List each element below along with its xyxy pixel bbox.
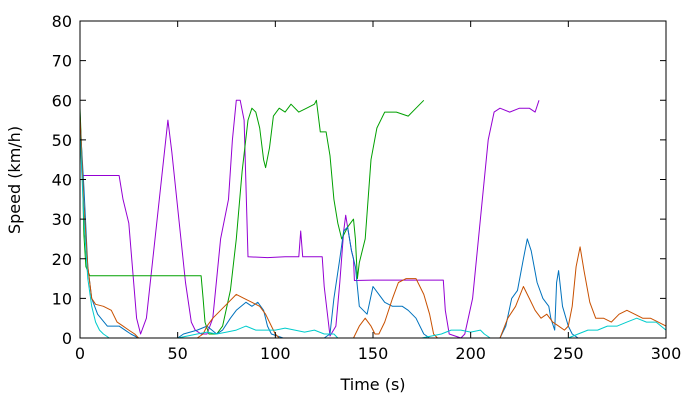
series-line-5 — [79, 131, 667, 339]
y-tick-label: 30 — [52, 210, 72, 229]
plot-frame — [79, 20, 667, 339]
x-tick-label: 200 — [455, 344, 486, 363]
y-tick-label: 60 — [52, 91, 72, 110]
series-layer — [79, 99, 667, 339]
series-line-3 — [79, 120, 579, 339]
x-axis-title: Time (s) — [339, 375, 405, 394]
y-tick-label: 50 — [52, 131, 72, 150]
y-tick-label: 10 — [52, 289, 72, 308]
y-tick-label: 40 — [52, 171, 72, 190]
y-axis-title: Speed (km/h) — [5, 126, 24, 234]
x-tick-label: 250 — [553, 344, 584, 363]
x-tick-label: 50 — [167, 344, 187, 363]
y-tick-label: 0 — [62, 329, 72, 348]
y-tick-label: 20 — [52, 250, 72, 269]
x-tick-label: 300 — [651, 344, 682, 363]
x-tick-label: 150 — [358, 344, 389, 363]
y-tick-label: 70 — [52, 52, 72, 71]
ticks-layer: 0 50 100 150 200 250 300 0 10 20 30 40 50 60 70 80 — [52, 12, 682, 363]
y-tick-label: 80 — [52, 12, 72, 31]
x-tick-label: 100 — [260, 344, 291, 363]
x-tick-label: 0 — [75, 344, 85, 363]
series-line-2 — [79, 99, 425, 335]
series-line-1 — [79, 99, 540, 339]
